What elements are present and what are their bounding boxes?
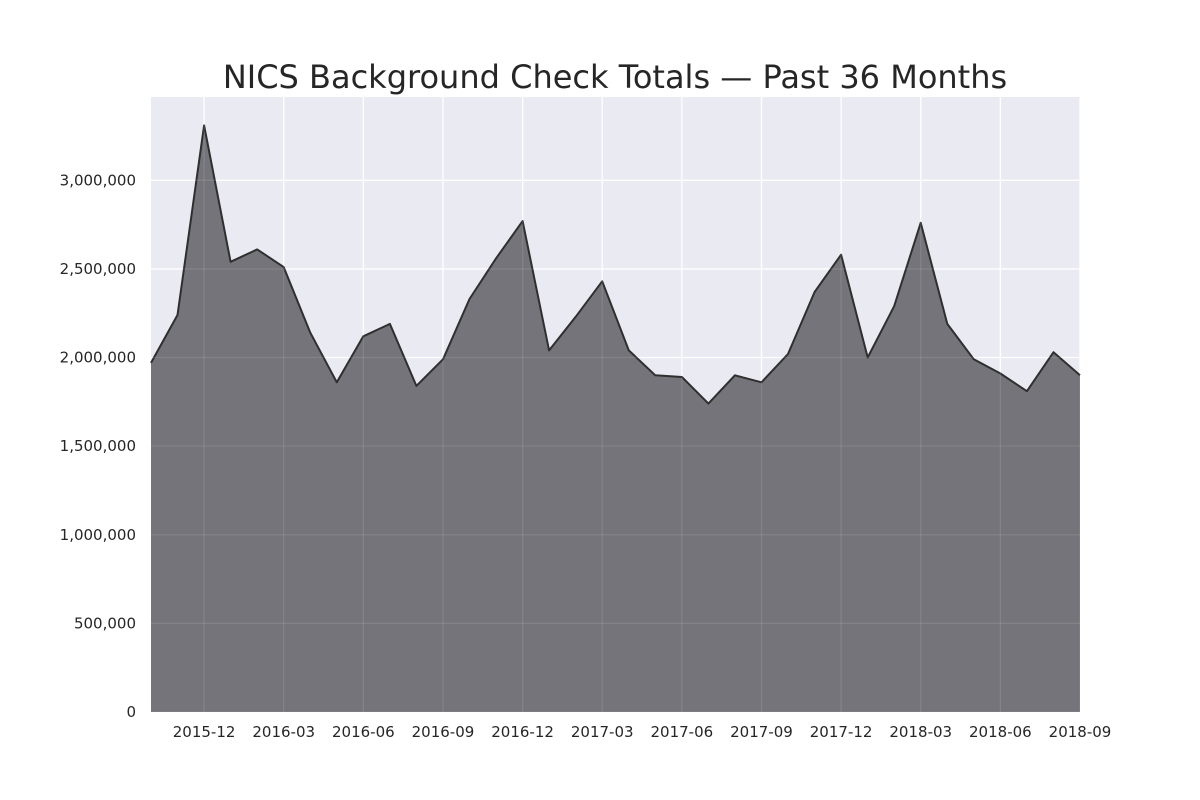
x-tick-label: 2016-12	[491, 723, 554, 741]
y-tick-label: 500,000	[74, 614, 136, 632]
x-tick-label: 2017-03	[571, 723, 634, 741]
y-tick-label: 3,000,000	[60, 171, 136, 189]
x-tick-label: 2017-06	[651, 723, 714, 741]
x-tick-label: 2018-06	[969, 723, 1032, 741]
y-tick-label: 1,000,000	[60, 526, 136, 544]
x-tick-label: 2018-09	[1049, 723, 1112, 741]
y-tick-label: 2,500,000	[60, 260, 136, 278]
y-tick-label: 2,000,000	[60, 349, 136, 367]
x-tick-label: 2017-09	[730, 723, 793, 741]
y-tick-label: 0	[126, 703, 136, 721]
x-tick-label: 2015-12	[173, 723, 236, 741]
x-tick-label: 2016-06	[332, 723, 395, 741]
overlay-grid-lines	[151, 97, 1081, 713]
area-series	[151, 125, 1080, 712]
x-tick-label: 2017-12	[810, 723, 873, 741]
x-tick-label: 2018-03	[889, 723, 952, 741]
series-line	[150, 124, 1081, 405]
x-axis-ticks: 2015-12 2016-03 2016-06 2016-09 2016-12 2017-…	[173, 723, 1112, 741]
x-tick-label: 2016-03	[252, 723, 315, 741]
y-axis-ticks: 0 500,000 1,000,000 1,500,000 2,000,000 2,500…	[60, 171, 136, 721]
x-tick-label: 2016-09	[412, 723, 475, 741]
y-tick-label: 1,500,000	[60, 437, 136, 455]
chart-title: NICS Background Check Totals — Past 36 M…	[223, 58, 1007, 96]
